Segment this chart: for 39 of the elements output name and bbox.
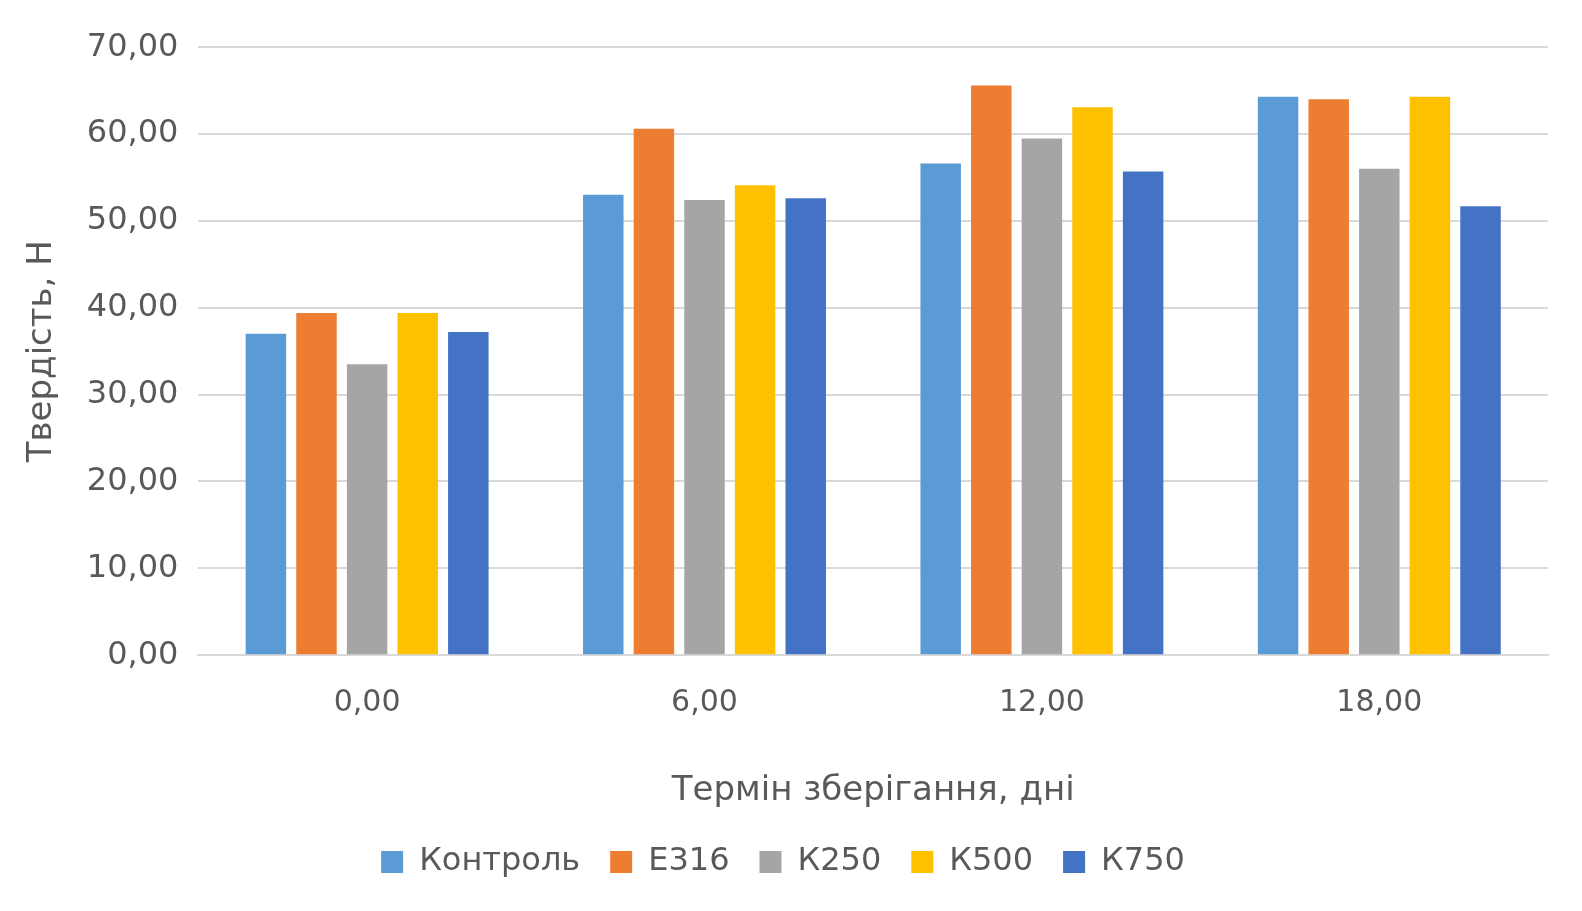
bar — [245, 333, 287, 655]
x-axis-title: Термін зберігання, дні — [670, 768, 1075, 809]
y-tick-label: 10,00 — [86, 546, 179, 585]
y-tick-label: 60,00 — [86, 112, 179, 151]
y-tick-label: 50,00 — [86, 199, 179, 238]
bar — [1122, 171, 1164, 655]
legend-label: К500 — [949, 840, 1034, 879]
bar — [785, 198, 826, 655]
bar — [1308, 99, 1349, 655]
y-tick-label: 20,00 — [86, 459, 179, 498]
y-tick-label: 70,00 — [86, 25, 179, 64]
y-tick-label: 30,00 — [86, 372, 179, 411]
x-tick-label: 0,00 — [333, 683, 401, 718]
y-axis-title: Твердість, Н — [19, 240, 60, 464]
bar — [583, 194, 624, 655]
bar — [397, 312, 438, 655]
bar — [1359, 168, 1400, 655]
y-tick-label: 0,00 — [107, 633, 179, 672]
legend-label: К250 — [797, 840, 882, 879]
y-tick-label: 40,00 — [86, 286, 179, 325]
bar — [971, 85, 1012, 655]
x-tick-label: 6,00 — [671, 683, 738, 718]
bar — [1409, 96, 1451, 655]
bar — [734, 185, 776, 655]
bar — [1460, 206, 1501, 655]
bar — [1072, 107, 1113, 655]
legend-label: E316 — [648, 840, 730, 879]
bar — [448, 332, 489, 655]
bar — [1257, 96, 1299, 655]
bar — [684, 200, 725, 655]
x-tick-label: 18,00 — [1336, 683, 1423, 718]
bar — [633, 128, 675, 655]
legend-label: Контроль — [419, 840, 581, 879]
bar — [346, 364, 388, 655]
bar — [296, 312, 337, 655]
bar — [920, 163, 961, 655]
x-tick-label: 12,00 — [998, 683, 1085, 718]
bar — [1021, 138, 1063, 655]
legend-label: К750 — [1101, 840, 1185, 879]
